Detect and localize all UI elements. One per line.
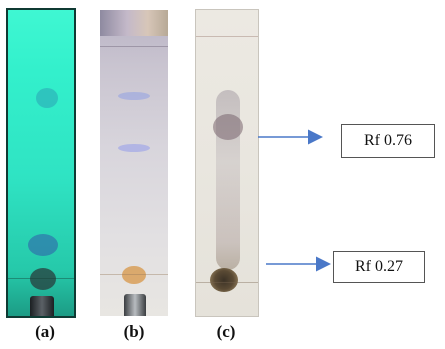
rf-label-lower: Rf 0.27: [355, 258, 403, 275]
spot-origin-dark: [30, 268, 56, 290]
spot-upper-violet: [118, 92, 150, 100]
tlc-plate-visible: [100, 10, 168, 316]
origin-line: [196, 282, 258, 283]
solvent-front-line: [100, 46, 168, 47]
tlc-plate-uv: [8, 10, 74, 316]
plate-top-shading: [100, 10, 168, 36]
origin-line: [100, 274, 168, 275]
rf-box-lower: Rf 0.27: [333, 251, 425, 283]
spot-rf-076: [213, 114, 243, 140]
panel-label-a: (a): [35, 322, 55, 341]
rf-box-upper: Rf 0.76: [341, 124, 435, 158]
rf-label-upper: Rf 0.76: [364, 132, 412, 149]
spot-lower-blue: [28, 234, 58, 256]
origin-line: [8, 278, 74, 279]
panel-label-b: (b): [123, 322, 145, 341]
tlc-plate-stained: [196, 10, 258, 316]
clip-holder: [124, 294, 146, 316]
spot-upper-faint: [36, 88, 58, 108]
spot-origin-orange: [122, 266, 146, 284]
spot-rf-027: [210, 268, 238, 292]
spot-middle-violet: [118, 144, 150, 152]
clip-holder: [30, 296, 54, 316]
panel-label-c: (c): [216, 322, 236, 341]
solvent-front-line: [196, 36, 258, 37]
